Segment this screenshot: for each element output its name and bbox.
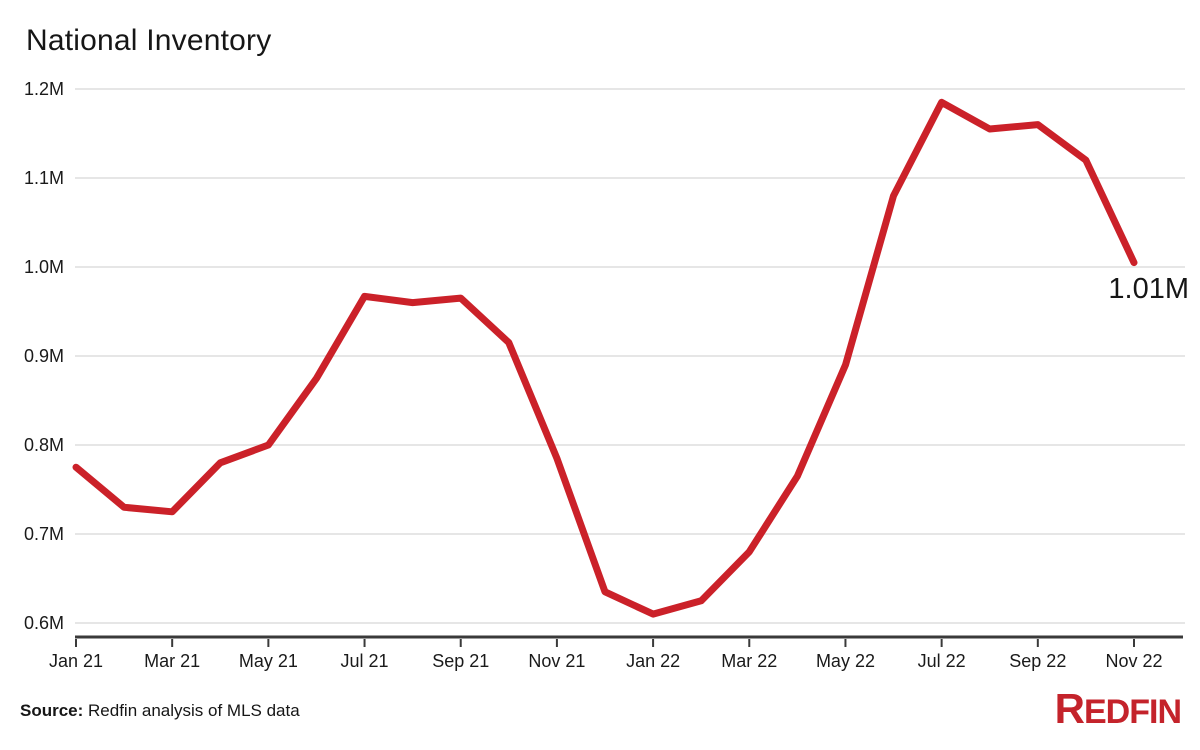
source-note: Source: Redfin analysis of MLS data [20,701,300,721]
y-axis-tick-label: 0.7M [24,524,64,544]
y-axis-tick-label: 1.1M [24,168,64,188]
x-axis-tick-label: Jan 21 [49,651,103,671]
y-axis-tick-label: 0.9M [24,346,64,366]
redfin-logo-rest: EDFIN [1084,693,1182,731]
source-label: Source: [20,701,84,720]
x-axis-tick-label: Mar 22 [721,651,777,671]
y-axis-tick-label: 1.2M [24,79,64,99]
chart-title: National Inventory [26,24,272,57]
last-value-label: 1.01M [1108,273,1189,305]
y-axis-tick-label: 0.6M [24,613,64,633]
y-axis-tick-label: 1.0M [24,257,64,277]
x-axis-tick-label: Jul 21 [341,651,389,671]
x-axis-tick-label: Mar 21 [144,651,200,671]
inventory-line [72,98,1138,618]
x-axis-tick-label: Nov 21 [528,651,585,671]
redfin-logo: REDFIN [1054,685,1182,732]
y-axis-tick-label: 0.8M [24,435,64,455]
x-axis-tick-label: Sep 21 [432,651,489,671]
redfin-logo-first-letter: R [1054,685,1085,732]
x-axis-tick-label: Sep 22 [1009,651,1066,671]
source-text: Redfin analysis of MLS data [83,701,300,720]
x-axis-tick-label: May 21 [239,651,298,671]
x-axis-tick-label: Jul 22 [918,651,966,671]
x-axis-tick-label: Nov 22 [1105,651,1162,671]
x-axis-tick-label: Jan 22 [626,651,680,671]
x-axis-tick-label: May 22 [816,651,875,671]
